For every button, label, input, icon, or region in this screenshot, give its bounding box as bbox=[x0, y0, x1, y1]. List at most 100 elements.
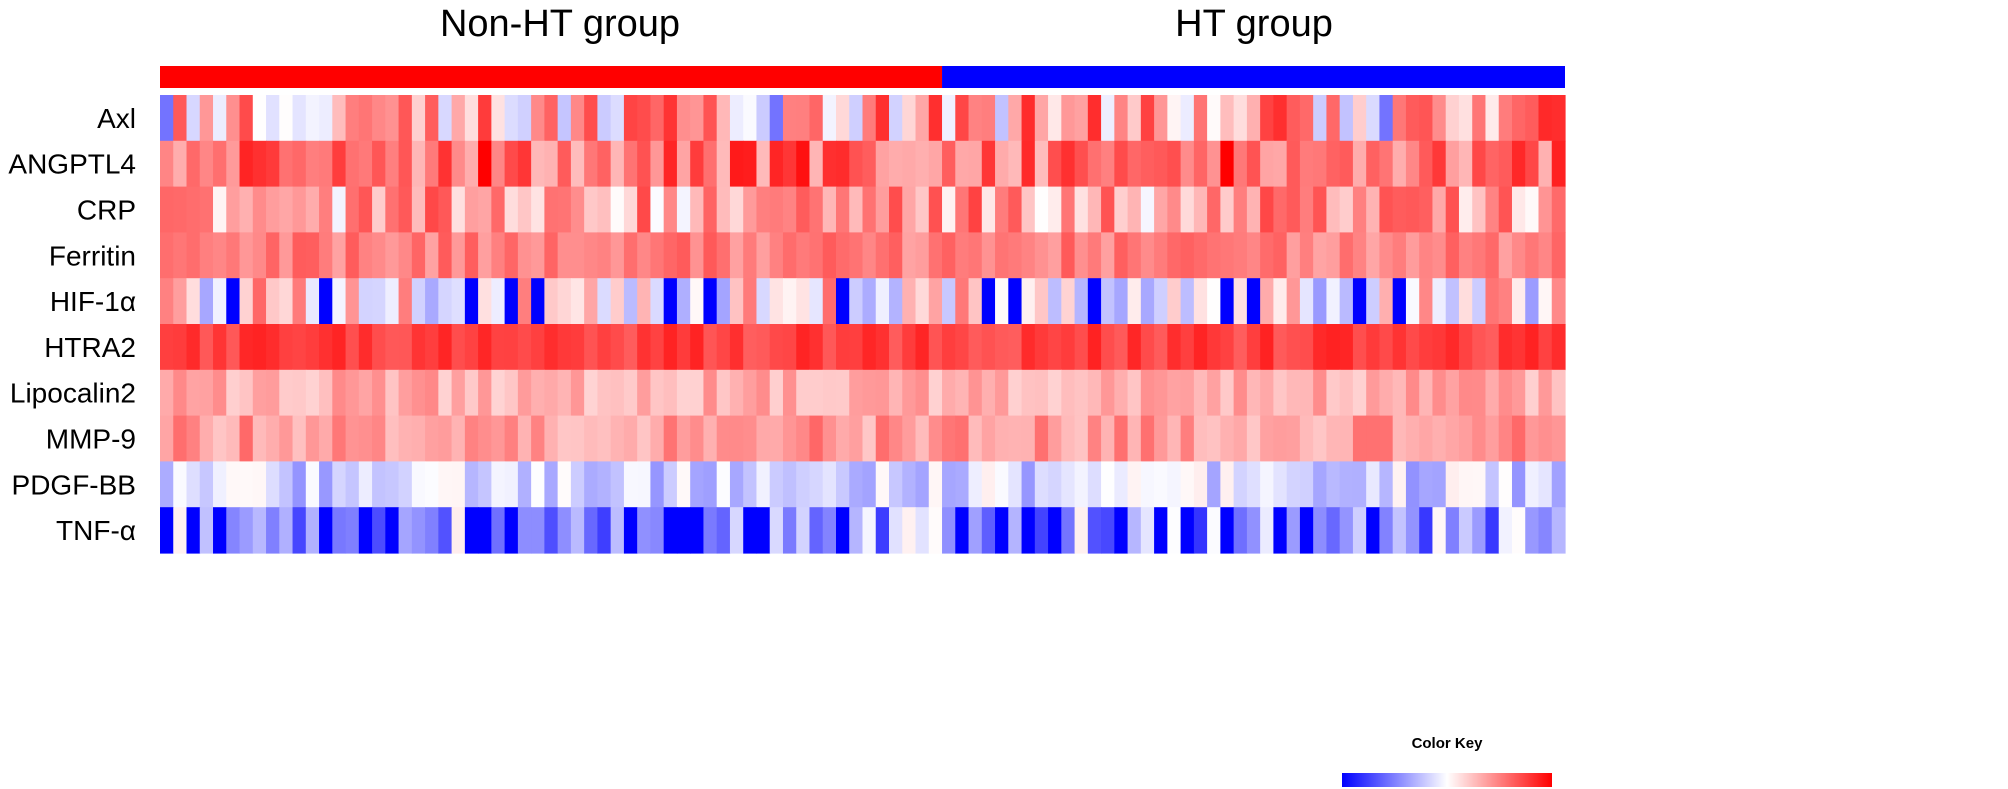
heatmap-cell bbox=[915, 278, 930, 325]
heatmap-cell bbox=[796, 186, 811, 233]
heatmap-cell bbox=[849, 369, 864, 417]
heatmap-cell bbox=[1511, 507, 1526, 554]
heatmap-cell bbox=[1180, 415, 1195, 462]
heatmap-cell bbox=[650, 324, 665, 371]
heatmap-cell bbox=[1286, 140, 1301, 188]
color-key: Color Key bbox=[1342, 735, 1552, 787]
heatmap-cell bbox=[1472, 369, 1487, 417]
heatmap-cell bbox=[1167, 278, 1182, 325]
heatmap-cell bbox=[902, 278, 917, 325]
heatmap-cell bbox=[1405, 95, 1420, 142]
heatmap-cell bbox=[1405, 507, 1420, 554]
heatmap-cell bbox=[849, 461, 864, 508]
heatmap-cell bbox=[1061, 461, 1076, 508]
heatmap-cell bbox=[995, 278, 1009, 325]
heatmap-cell bbox=[1273, 278, 1288, 325]
heatmap-cell bbox=[239, 415, 254, 462]
heatmap-cell bbox=[358, 95, 373, 142]
heatmap-cell bbox=[491, 140, 506, 188]
heatmap-cell bbox=[968, 95, 983, 142]
heatmap-cell bbox=[995, 140, 1009, 188]
heatmap-cell bbox=[690, 186, 705, 233]
heatmap-cell bbox=[372, 507, 386, 554]
heatmap-cell bbox=[584, 507, 598, 554]
heatmap-cell bbox=[332, 324, 347, 371]
heatmap-cell bbox=[1074, 278, 1089, 325]
heatmap-cell bbox=[597, 324, 612, 371]
heatmap-cell bbox=[716, 415, 731, 462]
heatmap-cell bbox=[1273, 461, 1288, 508]
heatmap-cell bbox=[1366, 324, 1381, 371]
heatmap-cell bbox=[1392, 324, 1407, 371]
heatmap-cell bbox=[1419, 95, 1434, 142]
heatmap-cell bbox=[981, 507, 996, 554]
heatmap-cell bbox=[623, 324, 638, 371]
heatmap-cell bbox=[1299, 140, 1314, 188]
heatmap-cell bbox=[623, 186, 638, 233]
heatmap-cell bbox=[729, 369, 744, 417]
heatmap-cell bbox=[504, 278, 519, 325]
heatmap-cell bbox=[1008, 232, 1023, 279]
heatmap-cell bbox=[1313, 186, 1328, 233]
heatmap-cell bbox=[305, 278, 320, 325]
heatmap-cell bbox=[319, 369, 333, 417]
heatmap-cell bbox=[1525, 324, 1540, 371]
heatmap-cell bbox=[1114, 140, 1129, 188]
heatmap-cell bbox=[226, 324, 241, 371]
heatmap-cell bbox=[915, 369, 930, 417]
heatmap-cell bbox=[1180, 507, 1195, 554]
heatmap-cell bbox=[1498, 369, 1513, 417]
heatmap-cell bbox=[1432, 140, 1447, 188]
heatmap-cell bbox=[517, 95, 532, 142]
heatmap-cell bbox=[676, 461, 691, 508]
heatmap-cell bbox=[623, 95, 638, 142]
heatmap-cell bbox=[663, 186, 678, 233]
heatmap-cell bbox=[1538, 369, 1553, 417]
heatmap-cell bbox=[478, 140, 492, 188]
heatmap-cell bbox=[345, 324, 360, 371]
heatmap-cell bbox=[1392, 186, 1407, 233]
heatmap-cell bbox=[173, 140, 188, 188]
heatmap-cell bbox=[1207, 95, 1221, 142]
heatmap-cell bbox=[942, 324, 956, 371]
heatmap-cell bbox=[1538, 95, 1553, 142]
heatmap-cell bbox=[676, 232, 691, 279]
heatmap-cell bbox=[729, 186, 744, 233]
heatmap-cell bbox=[1366, 140, 1381, 188]
heatmap-cell bbox=[239, 95, 254, 142]
heatmap-cell bbox=[743, 461, 758, 508]
heatmap-cell bbox=[1498, 140, 1513, 188]
heatmap-cell bbox=[1551, 95, 1566, 142]
heatmap-cell bbox=[1326, 95, 1341, 142]
heatmap-cell bbox=[226, 507, 241, 554]
heatmap-cell bbox=[849, 140, 864, 188]
heatmap-cell bbox=[252, 369, 267, 417]
heatmap-cell bbox=[862, 415, 877, 462]
heatmap-cell bbox=[610, 95, 625, 142]
heatmap-cell bbox=[1180, 95, 1195, 142]
heatmap-cell bbox=[809, 232, 824, 279]
heatmap-cell bbox=[981, 461, 996, 508]
heatmap-cell bbox=[186, 324, 201, 371]
heatmap-cell bbox=[637, 507, 652, 554]
heatmap-cell bbox=[822, 369, 837, 417]
heatmap-cell bbox=[1034, 324, 1049, 371]
heatmap-cell bbox=[1101, 140, 1115, 188]
heatmap-cell bbox=[782, 232, 797, 279]
heatmap-cell bbox=[1551, 140, 1566, 188]
heatmap-cell bbox=[319, 507, 333, 554]
heatmap-cell bbox=[1392, 140, 1407, 188]
heatmap-cell bbox=[385, 278, 400, 325]
heatmap-cell bbox=[1432, 186, 1447, 233]
heatmap-cell bbox=[1313, 278, 1328, 325]
heatmap-cell bbox=[411, 278, 426, 325]
heatmap-cell bbox=[1154, 324, 1168, 371]
heatmap-cell bbox=[942, 232, 956, 279]
heatmap-cell bbox=[1299, 369, 1314, 417]
heatmap-cell bbox=[1273, 369, 1288, 417]
heatmap-cell bbox=[451, 278, 466, 325]
heatmap-cell bbox=[226, 278, 241, 325]
heatmap-cell bbox=[266, 507, 280, 554]
heatmap-cell bbox=[1366, 278, 1381, 325]
heatmap-cell bbox=[968, 324, 983, 371]
